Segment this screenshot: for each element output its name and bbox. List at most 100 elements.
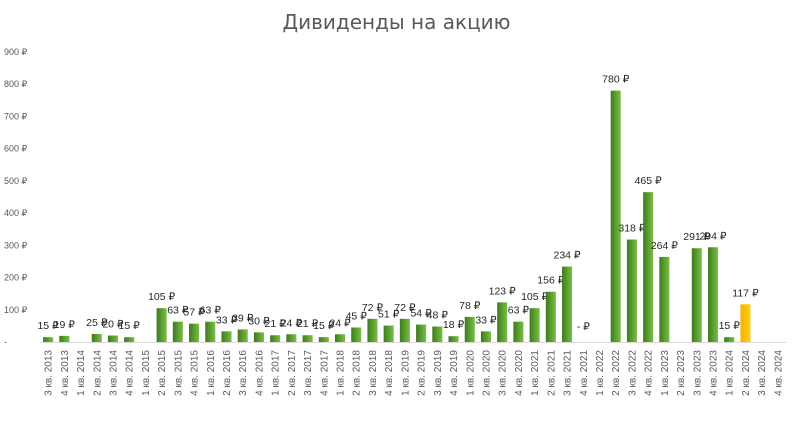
bar <box>107 335 119 342</box>
bar <box>707 247 719 342</box>
data-label: - ₽ <box>577 321 590 333</box>
y-tick-label: 200 ₽ <box>4 273 28 283</box>
x-tick-label: 1 кв. 2024 <box>725 350 736 396</box>
x-tick-label: 3 кв. 2013 <box>44 350 55 396</box>
x-tick-label: 2 кв. 2014 <box>92 350 103 396</box>
bar <box>545 291 556 342</box>
data-label: 54 ₽ <box>410 308 432 320</box>
x-tick-label: 2 кв. 2022 <box>611 350 622 396</box>
y-tick-label: 900 ₽ <box>4 47 28 57</box>
y-tick-label: 700 ₽ <box>4 111 28 121</box>
data-label: 63 ₽ <box>200 305 222 317</box>
x-tick-label: 1 кв. 2020 <box>465 350 476 396</box>
bar <box>659 256 670 342</box>
data-label: 291 ₽ <box>683 231 710 243</box>
x-tick-label: 3 кв. 2021 <box>563 350 574 396</box>
bar <box>399 318 410 342</box>
x-tick-label: 4 кв. 2021 <box>579 350 590 396</box>
data-label: 30 ₽ <box>248 315 270 327</box>
x-tick-label: 3 кв. 2017 <box>303 350 314 396</box>
x-tick-label: 3 кв. 2024 <box>757 350 768 396</box>
x-tick-label: 2 кв. 2017 <box>287 350 298 396</box>
data-label: 33 ₽ <box>216 314 238 326</box>
data-label: 156 ₽ <box>537 275 564 287</box>
x-tick-label: 4 кв. 2019 <box>449 350 460 396</box>
data-label: 19 ₽ <box>54 319 76 331</box>
x-tick-label: 1 кв. 2016 <box>206 350 217 396</box>
data-label: 20 ₽ <box>102 319 124 331</box>
bar <box>221 331 232 342</box>
y-tick-label: - <box>4 337 7 347</box>
bar <box>189 323 200 342</box>
data-label: 57 ₽ <box>183 307 205 319</box>
data-label: 45 ₽ <box>346 311 368 323</box>
x-tick-label: 4 кв. 2014 <box>125 350 136 396</box>
data-label: 465 ₽ <box>635 175 662 187</box>
bar <box>270 335 281 342</box>
x-tick-label: 3 кв. 2016 <box>238 350 249 396</box>
bar <box>156 308 167 342</box>
bar <box>334 334 346 342</box>
data-label: 24 ₽ <box>329 317 351 329</box>
data-label: 294 ₽ <box>699 230 726 242</box>
data-label: 318 ₽ <box>618 223 645 235</box>
data-label: 33 ₽ <box>475 314 497 326</box>
bar <box>740 304 751 342</box>
data-label: 264 ₽ <box>651 240 678 252</box>
bar <box>351 327 362 342</box>
chart-title: Дивиденды на акцию <box>282 10 511 34</box>
x-tick-label: 1 кв. 2022 <box>595 350 606 396</box>
bar <box>43 337 54 342</box>
x-tick-label: 4 кв. 2015 <box>190 350 201 396</box>
x-tick-label: 2 кв. 2019 <box>417 350 428 396</box>
x-tick-label: 1 кв. 2018 <box>336 350 347 396</box>
bar <box>610 90 621 343</box>
data-label: 18 ₽ <box>443 319 465 331</box>
data-label: 105 ₽ <box>521 291 548 303</box>
bar <box>416 324 427 342</box>
data-label: 72 ₽ <box>394 302 416 314</box>
bar <box>464 316 475 342</box>
bar <box>724 337 735 342</box>
x-tick-label: 2 кв. 2020 <box>481 350 492 396</box>
bar <box>529 308 540 342</box>
bar <box>480 331 492 342</box>
y-tick-label: 400 ₽ <box>4 208 28 218</box>
x-tick-label: 4 кв. 2022 <box>644 350 655 396</box>
bar <box>448 336 459 342</box>
data-label: 15 ₽ <box>719 320 741 332</box>
x-tick-label: 4 кв. 2016 <box>254 350 265 396</box>
data-label: 48 ₽ <box>427 310 449 322</box>
data-label: 25 ₽ <box>86 317 108 329</box>
x-tick-label: 2 кв. 2024 <box>741 350 752 396</box>
x-tick-label: 4 кв. 2018 <box>384 350 395 396</box>
x-tick-label: 1 кв. 2023 <box>660 350 671 396</box>
x-tick-label: 3 кв. 2023 <box>692 350 703 396</box>
x-tick-label: 1 кв. 2014 <box>76 350 87 396</box>
data-label: 63 ₽ <box>167 305 189 317</box>
bar <box>562 266 573 342</box>
bar <box>432 326 443 342</box>
bar <box>691 248 702 342</box>
x-tick-label: 3 кв. 2019 <box>433 350 444 396</box>
bar <box>172 321 183 342</box>
x-tick-label: 4 кв. 2020 <box>514 350 525 396</box>
x-tick-label: 1 кв. 2019 <box>400 350 411 396</box>
bar <box>302 335 313 342</box>
bar <box>253 332 264 342</box>
bar <box>59 335 70 342</box>
y-tick-label: 100 ₽ <box>4 305 28 315</box>
data-label: 78 ₽ <box>459 300 481 312</box>
x-tick-label: 4 кв. 2023 <box>709 350 720 396</box>
x-tick-label: 3 кв. 2014 <box>108 350 119 396</box>
x-tick-label: 4 кв. 2017 <box>319 350 330 396</box>
x-tick-label: 2 кв. 2015 <box>157 350 168 396</box>
x-tick-label: 4 кв. 2013 <box>60 350 71 396</box>
data-label: 21 ₽ <box>265 318 287 330</box>
bar <box>205 321 216 342</box>
data-label: 234 ₽ <box>554 250 581 262</box>
x-tick-label: 3 кв. 2015 <box>173 350 184 396</box>
data-label: 15 ₽ <box>313 320 335 332</box>
bar <box>626 239 637 342</box>
